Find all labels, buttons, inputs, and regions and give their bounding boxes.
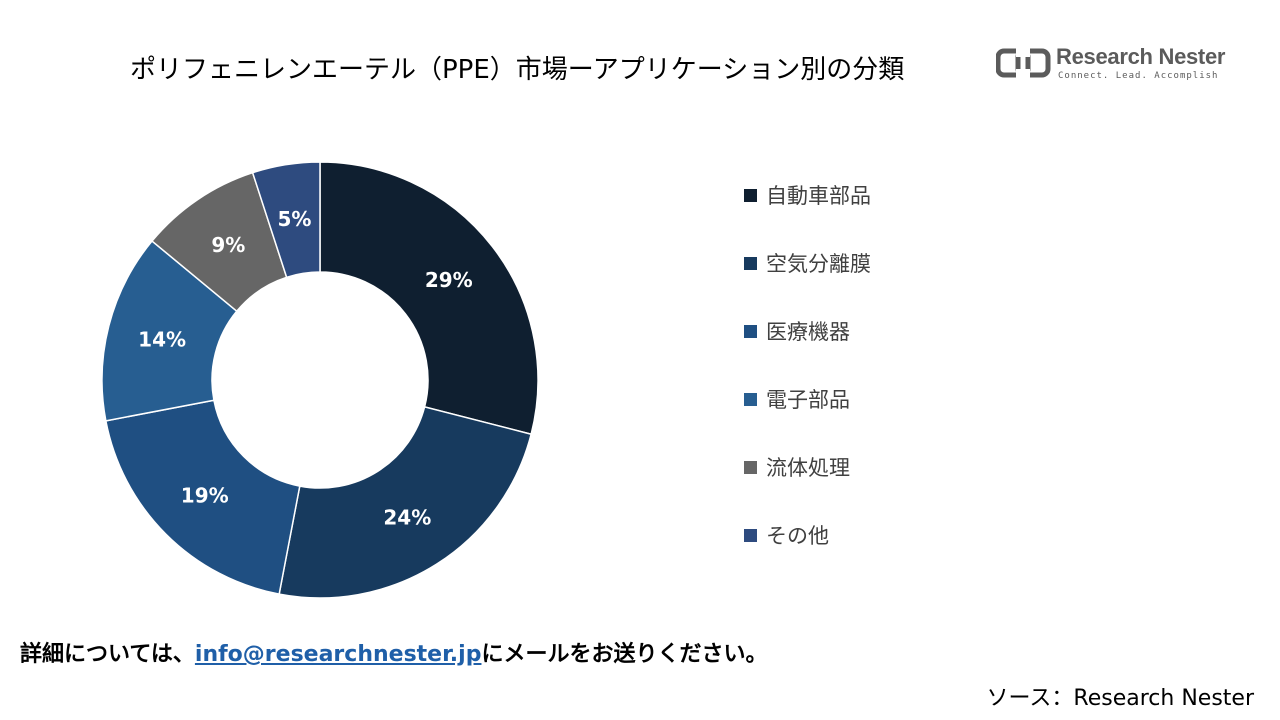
legend-swatch: [744, 188, 757, 202]
donut-slice: [319, 161, 539, 436]
slice-data-label: 29%: [425, 268, 473, 292]
legend-label: その他: [766, 524, 829, 548]
donut-slice: [101, 239, 238, 422]
donut-slice: [104, 399, 301, 596]
legend-item: 医療機器: [744, 316, 850, 346]
slice-data-label: 19%: [181, 483, 229, 507]
legend-item: 電子部品: [744, 384, 850, 414]
legend-swatch: [744, 460, 757, 474]
legend-label: 流体処理: [766, 456, 850, 480]
legend-label: 医療機器: [766, 320, 850, 344]
legend-swatch: [744, 324, 757, 338]
legend-item: その他: [744, 520, 829, 550]
legend-swatch: [744, 528, 757, 542]
slice-data-label: 24%: [383, 506, 431, 530]
legend-swatch: [744, 256, 757, 270]
donut-chart: 29% 24% 19% 14% 9% 5%: [101, 161, 539, 599]
logo-mark-icon: [996, 48, 1051, 78]
source-credit: ソース：Research Nester: [986, 686, 1254, 711]
logo-name: Research Nester: [1056, 44, 1226, 69]
donut-data-labels: 29% 24% 19% 14% 9% 5%: [138, 207, 473, 530]
slice-data-label: 9%: [211, 233, 245, 257]
chart-title: ポリフェニレンエーテル（PPE）市場ーアプリケーション別の分類: [130, 55, 905, 85]
contact-note-suffix: にメールをお送りください。: [481, 642, 768, 667]
donut-slice: [251, 161, 321, 279]
legend-label: 空気分離膜: [766, 252, 871, 276]
legend-label: 電子部品: [766, 388, 850, 412]
slice-data-label: 14%: [138, 327, 186, 351]
legend-item: 自動車部品: [744, 180, 871, 210]
legend-label: 自動車部品: [766, 184, 871, 208]
legend-item: 空気分離膜: [744, 248, 871, 278]
legend-swatch: [744, 392, 757, 406]
contact-note-prefix: 詳細については、: [20, 642, 195, 667]
contact-email-link[interactable]: info@researchnester.jp: [194, 642, 482, 667]
contact-note: 詳細については、info@researchnester.jpにメールをお送りくだ…: [20, 636, 767, 668]
slice-data-label: 5%: [278, 207, 312, 231]
research-nester-logo: Research Nester Connect. Lead. Accomplis…: [996, 44, 1226, 88]
donut-slices: [101, 161, 539, 599]
legend-item: 流体処理: [744, 452, 850, 482]
logo-tagline: Connect. Lead. Accomplish: [1058, 71, 1219, 81]
donut-slice: [278, 405, 533, 599]
